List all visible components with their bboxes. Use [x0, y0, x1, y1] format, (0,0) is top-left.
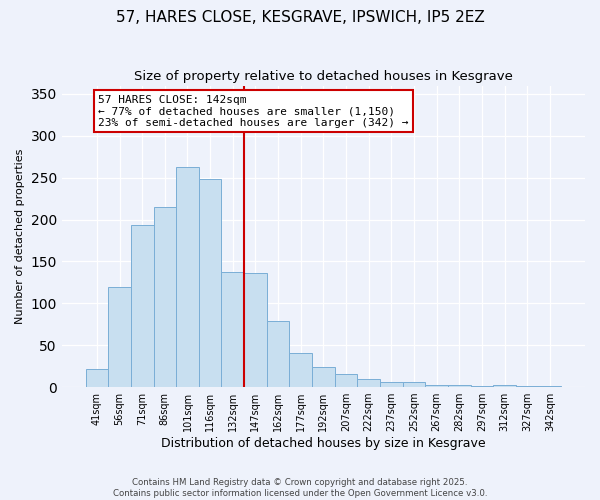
Bar	[358, 378, 380, 387]
Bar	[221, 272, 244, 387]
Bar	[470, 386, 493, 387]
Bar	[108, 286, 131, 387]
Text: 57, HARES CLOSE, KESGRAVE, IPSWICH, IP5 2EZ: 57, HARES CLOSE, KESGRAVE, IPSWICH, IP5 …	[116, 10, 484, 25]
Bar	[403, 382, 425, 387]
Bar	[267, 321, 289, 387]
Text: Contains HM Land Registry data © Crown copyright and database right 2025.
Contai: Contains HM Land Registry data © Crown c…	[113, 478, 487, 498]
Bar	[199, 180, 221, 387]
Bar	[425, 384, 448, 387]
Bar	[380, 382, 403, 387]
Bar	[176, 167, 199, 387]
Bar	[86, 368, 108, 387]
Bar	[312, 367, 335, 387]
Bar	[335, 374, 358, 387]
Text: 57 HARES CLOSE: 142sqm
← 77% of detached houses are smaller (1,150)
23% of semi-: 57 HARES CLOSE: 142sqm ← 77% of detached…	[98, 94, 409, 128]
Bar	[539, 386, 561, 387]
X-axis label: Distribution of detached houses by size in Kesgrave: Distribution of detached houses by size …	[161, 437, 486, 450]
Bar	[493, 386, 516, 387]
Title: Size of property relative to detached houses in Kesgrave: Size of property relative to detached ho…	[134, 70, 513, 83]
Bar	[289, 352, 312, 387]
Bar	[244, 273, 267, 387]
Bar	[131, 226, 154, 387]
Bar	[448, 386, 470, 387]
Bar	[516, 386, 539, 387]
Y-axis label: Number of detached properties: Number of detached properties	[15, 148, 25, 324]
Bar	[154, 207, 176, 387]
